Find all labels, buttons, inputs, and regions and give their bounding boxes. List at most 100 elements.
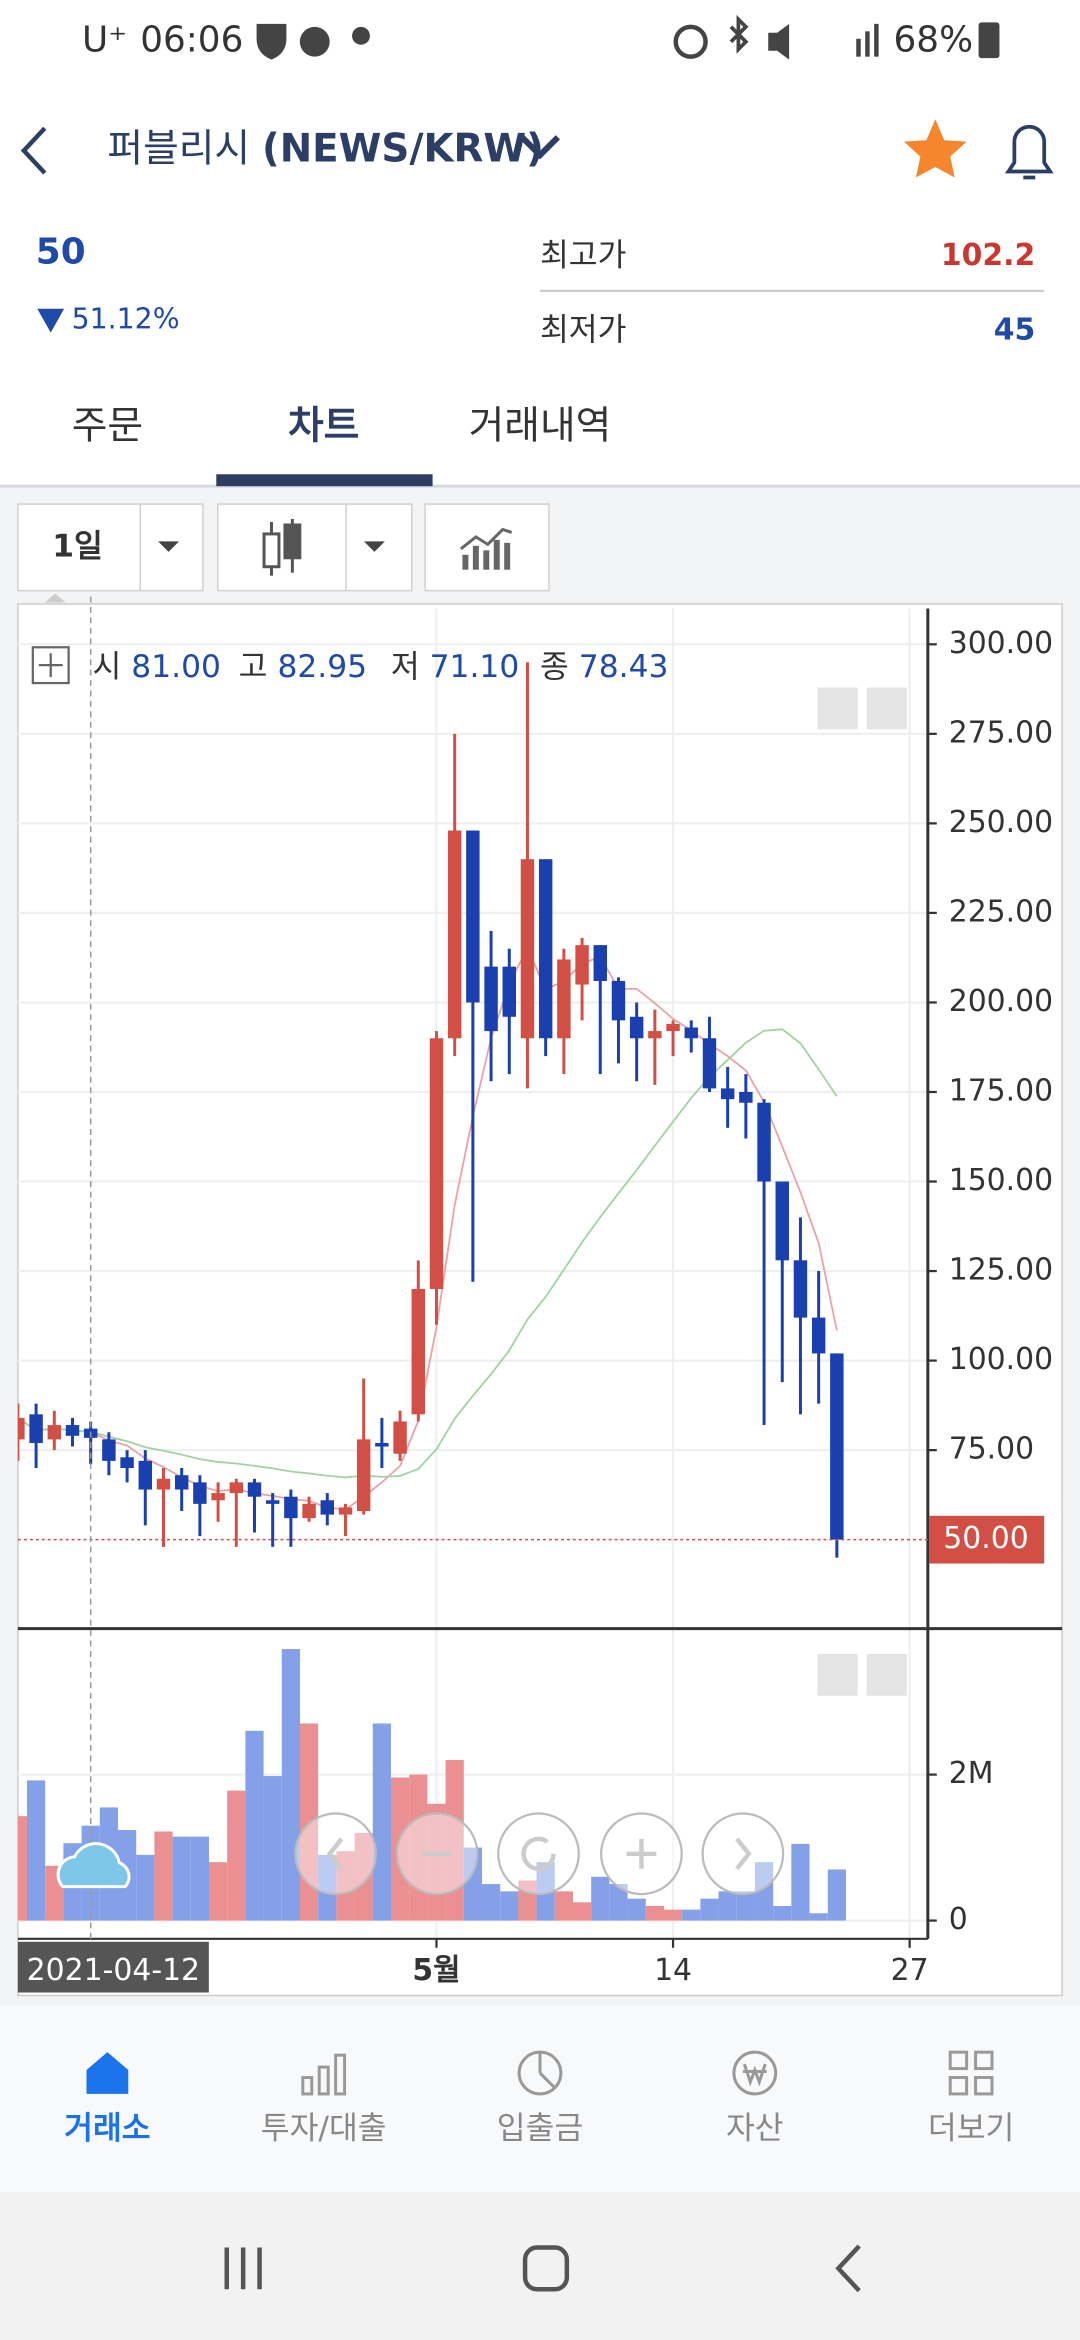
candle-body [520,859,535,1039]
candle-body [739,1091,753,1103]
legend-key: 고 [239,649,268,685]
change-rate: 51.12% [72,303,180,336]
candle-body [720,1088,735,1100]
moving-average [17,1028,838,1479]
back-nav-button[interactable] [835,2244,861,2293]
ohlc-legend: 시 81.00 고 82.95 저 71.10 종 78.43 [92,649,668,685]
nav-item[interactable]: 입출금 [497,2111,583,2147]
candle-body [466,830,480,1003]
plot-area [17,662,846,1921]
x-tick-label: 14 [654,1953,692,1988]
candle-body [338,1507,353,1515]
status-icons [256,14,1000,60]
clock: 06:06 [140,20,243,61]
candle-body [484,966,498,1032]
volume-bar [463,1847,482,1921]
recents-button[interactable] [224,2247,262,2290]
down-arrow [37,308,65,333]
panel-resize[interactable] [866,687,907,730]
panel-resize[interactable] [866,1653,907,1696]
y-tick-label: 200.00 [949,984,1053,1019]
interval-button[interactable] [17,503,204,592]
panel-up[interactable] [817,1653,858,1696]
cursor-marker [44,593,66,603]
candle-body [375,1442,389,1447]
volume-bar [718,1891,737,1921]
candle-body [229,1482,243,1494]
scroll-right[interactable] [701,1812,785,1896]
candle-body [211,1493,225,1501]
market-dropdown[interactable] [519,135,561,160]
crosshair-icon [38,653,63,678]
candle-body [629,1016,644,1039]
volume-bar [700,1898,719,1921]
bottom-nav [0,2005,1080,2193]
volume-bar [736,1891,755,1921]
crosshair-toggle[interactable] [31,646,70,685]
back-button[interactable] [20,126,47,175]
panel-down[interactable] [817,687,858,730]
candle-body [575,945,589,985]
low-label: 최저가 [540,312,626,348]
candle-body [593,945,607,981]
alarm-bell[interactable] [1004,124,1054,180]
last-price-box [929,1515,1045,1564]
candle-body [611,980,626,1021]
chart-panel [17,603,1063,1997]
volume-bar [263,1776,282,1921]
candle-body [702,1038,717,1089]
legend-value: 71.10 [430,649,520,685]
cloud-icon[interactable] [56,1842,131,1889]
reset[interactable] [497,1812,580,1896]
volume-bar [682,1909,701,1921]
candle-body [775,1181,789,1261]
candle-body [247,1482,262,1497]
tab[interactable]: 차트 [288,404,359,449]
volume-bar [627,1898,646,1921]
candle-body [538,859,553,1039]
candle-body [757,1102,771,1182]
volume-bar [427,1803,446,1921]
candle-body [156,1478,171,1490]
market-title[interactable]: 퍼블리시 (NEWS/KRW) [107,126,544,171]
candle-body [666,1023,680,1032]
scroll-left[interactable] [294,1812,378,1896]
candle-body [193,1482,207,1504]
candle-body [684,1027,698,1039]
tab[interactable]: 거래내역 [469,404,612,449]
candle-body [17,1417,25,1440]
volume-bar [17,1816,27,1921]
nav-icons [86,2050,994,2096]
y-tick-label: 175.00 [949,1073,1053,1108]
volume-bar [354,1832,373,1921]
system-nav [0,2192,1080,2340]
coin-pair: (NEWS/KRW) [262,126,544,171]
panel-controls [817,687,907,1696]
nav-item[interactable]: 거래소 [64,2111,150,2147]
interval-label: 1일 [52,528,103,564]
candle-body [302,1503,316,1519]
candle-body [356,1439,371,1512]
volume-bar [754,1862,774,1921]
chart-type-button[interactable] [217,503,413,592]
axes: 75.00 100.00 125.00 150.00 175.00 200.00 225.0… [17,596,1053,1993]
indicator-button[interactable] [424,503,550,592]
candle-body [502,966,516,1017]
volume-bar [154,1831,173,1921]
candle-body [47,1425,62,1440]
volume-bar [572,1902,592,1921]
nav-item[interactable]: 자산 [726,2111,784,2147]
nav-item[interactable]: 투자/대출 [261,2111,387,2147]
nav-item[interactable]: 더보기 [928,2111,1014,2147]
legend-key: 저 [391,649,420,685]
volume-bar [809,1913,828,1921]
candle-body [284,1496,298,1519]
tab[interactable]: 주문 [72,404,143,449]
volume-tick-label: 2M [949,1756,994,1791]
volume-bar [372,1723,391,1921]
nav-labels: 거래소 투자/대출 입출금 자산 더보기 [64,2111,1014,2147]
cursor-date-box [17,1941,209,1993]
home-button[interactable] [522,2245,570,2292]
favorite-star[interactable] [903,119,967,178]
